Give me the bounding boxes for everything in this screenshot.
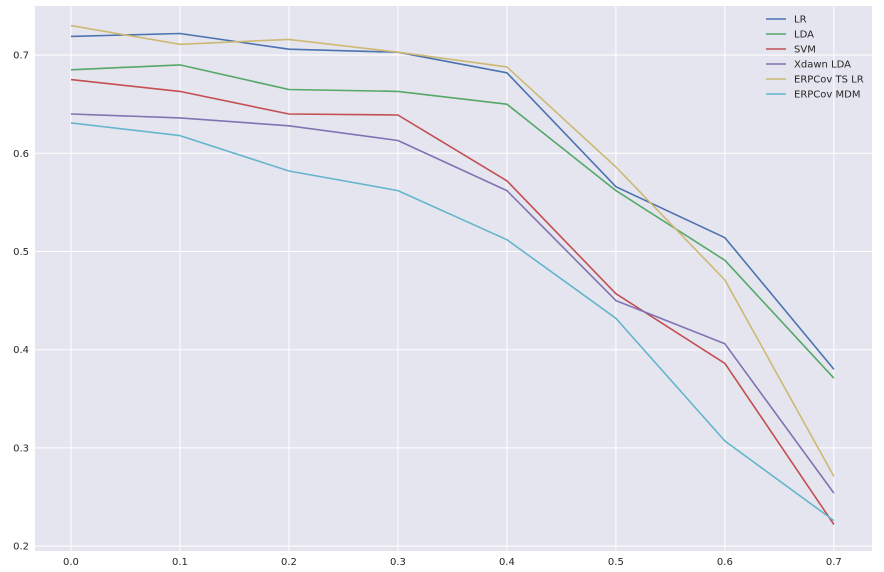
x-tick-label: 0.6 [717, 557, 733, 568]
legend-item: LR [766, 15, 807, 26]
legend-item: ERPCov TS LR [766, 75, 864, 86]
legend-label: LDA [794, 30, 814, 41]
y-tick-label: 0.4 [13, 345, 29, 356]
x-tick-label: 0.3 [390, 557, 406, 568]
legend-label: ERPCov MDM [794, 90, 860, 101]
x-tick-label: 0.0 [63, 557, 79, 568]
x-tick-label: 0.2 [281, 557, 297, 568]
series-line-lda [70, 64, 835, 379]
x-tick-label: 0.7 [826, 557, 842, 568]
y-tick-label: 0.5 [13, 247, 29, 258]
y-tick-label: 0.6 [13, 149, 29, 160]
legend-label: LR [794, 15, 807, 26]
x-tick-label: 0.4 [499, 557, 515, 568]
legend-item: ERPCov MDM [766, 90, 860, 101]
legend-item: LDA [766, 30, 814, 41]
legend-item: Xdawn LDA [766, 60, 851, 71]
legend-label: SVM [794, 45, 816, 56]
series-group [70, 24, 835, 525]
y-tick-label: 0.3 [13, 443, 29, 454]
series-line-xdawn-lda [70, 113, 835, 494]
x-tick-label: 0.1 [172, 557, 188, 568]
legend-label: ERPCov TS LR [794, 75, 864, 86]
series-line-erpcov-mdm [70, 122, 835, 522]
x-axis: 0.0 0.1 0.2 0.3 0.4 0.5 0.6 0.7 [63, 557, 842, 568]
x-tick-label: 0.5 [608, 557, 624, 568]
y-tick-label: 0.7 [13, 51, 29, 62]
series-line-svm [70, 78, 835, 525]
legend: LR LDA SVM Xdawn LDA ERPCov TS LR ERPCov MDM [766, 15, 864, 101]
y-axis: 0.2 0.3 0.4 0.5 0.6 0.7 [13, 51, 29, 553]
plot-background [35, 6, 872, 551]
legend-item: SVM [766, 45, 816, 56]
series-line-erpcov-ts-lr [70, 24, 835, 477]
y-tick-label: 0.2 [13, 542, 29, 553]
legend-label: Xdawn LDA [794, 60, 851, 71]
grid [35, 6, 872, 551]
series-line-lr [70, 32, 835, 370]
